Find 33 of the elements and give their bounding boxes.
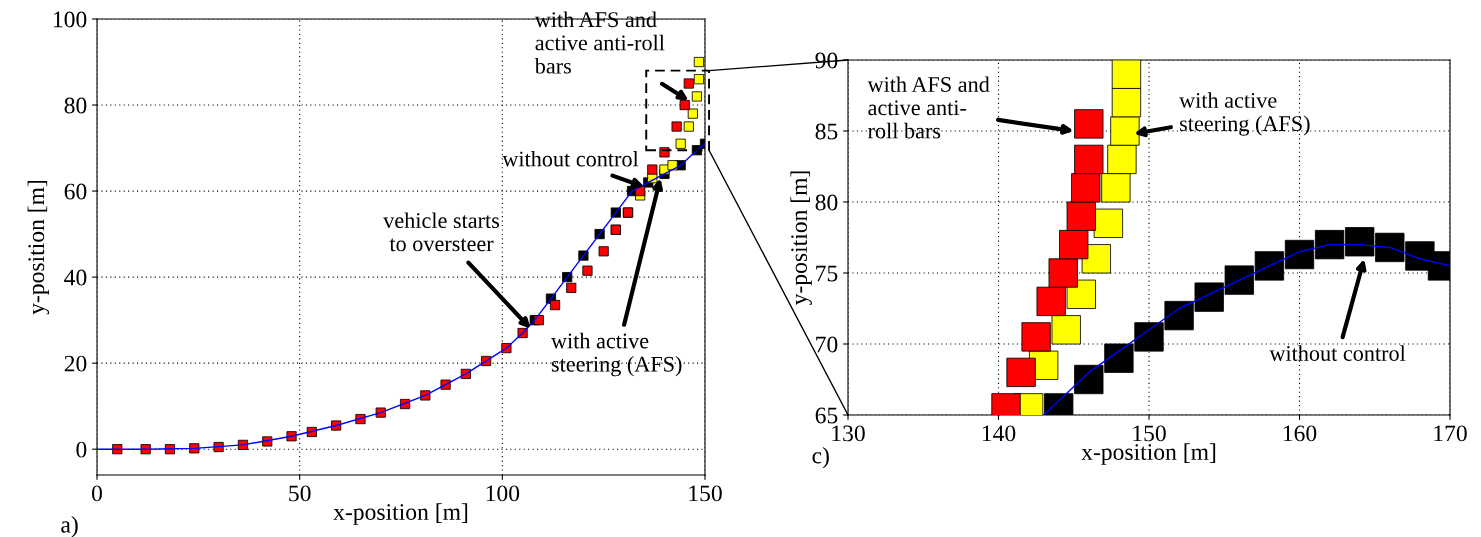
text: a)	[61, 516, 78, 537]
x-tick-label: 160	[1283, 425, 1317, 442]
x-tick-label: 130	[832, 425, 865, 442]
y-tick-label: 100	[53, 11, 87, 28]
annotation: with active steering (AFS)	[550, 332, 682, 377]
y-tick-label: 80	[64, 97, 87, 114]
x-axis-title: x-position [m]	[1081, 443, 1216, 465]
text: c)	[812, 446, 829, 469]
y-tick-label: 20	[64, 355, 87, 372]
y-axis-title: y-position [m]	[27, 180, 50, 315]
x-tick-label: 170	[1434, 425, 1467, 442]
y-tick-label: 70	[816, 336, 838, 353]
x-tick-label: 100	[486, 485, 520, 502]
x-tick-label: 50	[289, 485, 311, 502]
annotation: without control	[1269, 345, 1406, 361]
y-tick-label: 85	[815, 123, 838, 140]
y-tick-label: 0	[76, 441, 87, 458]
y-tick-label: 75	[816, 265, 838, 282]
y-tick-label: 40	[64, 269, 87, 286]
x-tick-label: 150	[689, 485, 722, 502]
y-tick-label: 80	[815, 194, 838, 211]
annotation: vehicle starts to oversteer	[383, 212, 500, 252]
x-tick-label: 150	[1133, 425, 1166, 442]
x-tick-label: 140	[982, 425, 1016, 442]
annotation: with AFS and active anti- roll bars	[867, 76, 990, 139]
y-tick-label: 60	[64, 183, 87, 200]
x-tick-label: 0	[92, 485, 102, 502]
x-axis-title: x-position [m]	[333, 503, 468, 525]
annotation: with active steering (AFS)	[1179, 92, 1310, 136]
annotation: without control	[502, 150, 639, 167]
y-tick-label: 65	[815, 407, 838, 424]
annotation: with AFS and active anti-roll bars	[534, 11, 665, 74]
y-axis-title: y-position [m]	[790, 171, 812, 306]
